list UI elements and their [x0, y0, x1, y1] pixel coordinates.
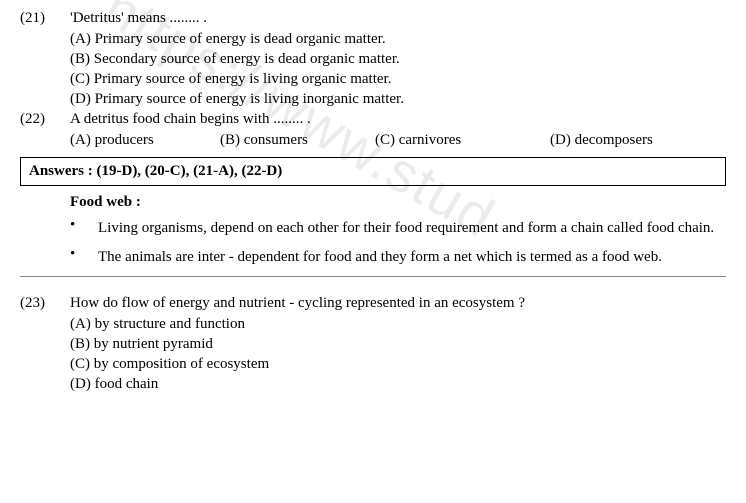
- option-c: (C) Primary source of energy is living o…: [70, 71, 726, 88]
- question-22: (22) A detritus food chain begins with .…: [20, 111, 726, 128]
- question-number: (21): [20, 10, 70, 27]
- bullet-marker: •: [70, 246, 98, 269]
- answers-box: Answers : (19-D), (20-C), (21-A), (22-D): [20, 157, 726, 186]
- bullet-item: • The animals are inter - dependent for …: [70, 246, 726, 269]
- bullet-item: • Living organisms, depend on each other…: [70, 217, 726, 240]
- option-c: (C) carnivores: [375, 132, 550, 149]
- option-b: (B) consumers: [220, 132, 375, 149]
- bullet-marker: •: [70, 217, 98, 240]
- question-text: 'Detritus' means ........ .: [70, 10, 726, 27]
- question-text: How do flow of energy and nutrient - cyc…: [70, 295, 726, 312]
- option-b: (B) by nutrient pyramid: [70, 336, 726, 353]
- question-23: (23) How do flow of energy and nutrient …: [20, 295, 726, 312]
- question-21: (21) 'Detritus' means ........ .: [20, 10, 726, 27]
- option-a: (A) Primary source of energy is dead org…: [70, 31, 726, 48]
- question-number: (22): [20, 111, 70, 128]
- option-b: (B) Secondary source of energy is dead o…: [70, 51, 726, 68]
- bullet-text: The animals are inter - dependent for fo…: [98, 246, 726, 269]
- section-heading: Food web :: [70, 194, 726, 211]
- option-c: (C) by composition of ecosystem: [70, 356, 726, 373]
- bullet-text: Living organisms, depend on each other f…: [98, 217, 726, 240]
- question-text: A detritus food chain begins with ......…: [70, 111, 726, 128]
- question-22-options: (A) producers (B) consumers (C) carnivor…: [70, 132, 726, 149]
- divider: [20, 276, 726, 277]
- option-d: (D) decomposers: [550, 132, 690, 149]
- question-number: (23): [20, 295, 70, 312]
- option-a: (A) producers: [70, 132, 220, 149]
- option-d: (D) food chain: [70, 376, 726, 393]
- question-21-options: (A) Primary source of energy is dead org…: [70, 31, 726, 108]
- option-d: (D) Primary source of energy is living i…: [70, 91, 726, 108]
- question-23-options: (A) by structure and function (B) by nut…: [70, 316, 726, 393]
- option-a: (A) by structure and function: [70, 316, 726, 333]
